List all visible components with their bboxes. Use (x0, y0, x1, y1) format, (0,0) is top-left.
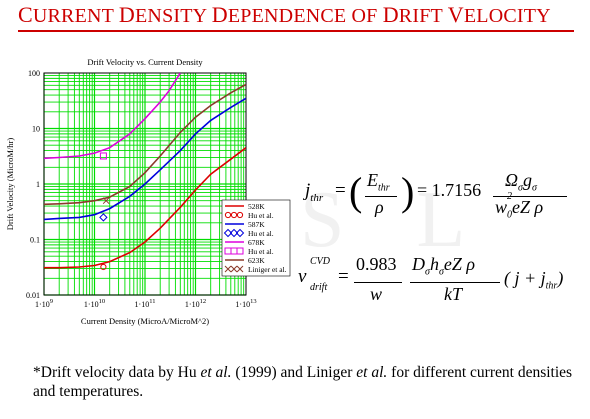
eq2-frac-bar (410, 282, 500, 283)
x-tick-label: 1·1010 (84, 298, 105, 309)
eq1-equals: = (335, 180, 346, 201)
y-tick-label: 100 (28, 69, 40, 78)
legend-label: Hu et al. (248, 229, 274, 238)
legend-marker (236, 247, 244, 255)
legend-marker (224, 211, 232, 219)
legend-label: Liniger et al. (248, 265, 287, 274)
data-point-square (99, 152, 107, 160)
eq2-frac-denominator: kT (444, 284, 462, 304)
data-point-diamond (99, 213, 108, 222)
drift-velocity-chart: Drift Velocity vs. Current Density Curren… (5, 57, 291, 326)
series-line-528K (44, 147, 246, 269)
eq1-denominator: ρ (375, 197, 384, 217)
legend-marker (229, 228, 239, 238)
legend-label: 678K (248, 238, 265, 247)
data-point-circle (100, 263, 107, 271)
footnote-etal-2: et al. (356, 364, 388, 381)
watermark: S L (300, 176, 492, 264)
legend-label: 528K (248, 202, 265, 211)
title-underline (18, 30, 574, 32)
title-part-5: VELOCITY (447, 2, 551, 27)
x-tick-label: 1·1012 (185, 298, 206, 309)
eq1-fraction-bar (365, 196, 397, 197)
y-tick-label: 0.1 (30, 236, 40, 245)
legend-marker (235, 228, 245, 238)
footnote-etal-1: et al. (200, 364, 232, 381)
eq1-left-paren: ( (349, 169, 363, 214)
footnote-text-2: (1999) and Liniger (231, 364, 357, 381)
eq2-tail: ( j + jthr) (504, 268, 564, 292)
title-part-4: DRIFT (382, 2, 448, 27)
legend-marker (236, 211, 244, 219)
data-point-cross (102, 197, 110, 205)
eq2-frac-numerator: DσhσeZ ρ (412, 254, 476, 278)
x-tick-label: 1·1013 (235, 298, 256, 309)
x-axis-label: Current Density (MicroA/MicroM^2) (81, 316, 209, 326)
legend-label: Hu et al. (248, 211, 274, 220)
eq1-frac-numerator: Ωσgσ (505, 170, 537, 194)
footnote: *Drift velocity data by Hu et al. (1999)… (33, 363, 573, 401)
slide-title: CURRENT DENSITY DEPENDENCE OF DRIFT VELO… (18, 2, 551, 28)
plot-border (43, 72, 247, 296)
title-part-1: CURRENT (18, 2, 119, 27)
legend-label: 587K (248, 220, 265, 229)
x-tick-label: 1·1011 (135, 298, 156, 309)
eq1-frac-denominator: w 2 0eZ ρ (495, 191, 544, 221)
chart-title: Drift Velocity vs. Current Density (87, 57, 203, 67)
eq2-coef-numerator: 0.983 (356, 254, 397, 274)
eq2-equals: = (338, 266, 349, 287)
series-line-587K (44, 97, 246, 221)
eq2-lhs-sub: drift (310, 282, 328, 293)
legend-marker (223, 228, 233, 238)
eq1-numerator: Ethr (367, 170, 390, 194)
eq1-coefficient: = 1.7156 (417, 180, 482, 200)
title-part-3: DEPENDENCE OF (211, 2, 383, 27)
legend-label: Hu et al. (248, 247, 274, 256)
y-axis-label: Drift Velocity (MicroM/hr) (5, 138, 15, 231)
eq1-frac-bar (493, 196, 567, 197)
title-part-2: DENSITY (118, 2, 212, 27)
eq1-lhs: jthr (305, 180, 324, 204)
eq2-lhs-sup: CVD (310, 256, 330, 267)
equation-threshold-current: jthr = ( Ethr ρ ) = 1.7156 Ωσgσ w 2 0eZ ρ (305, 168, 575, 223)
y-tick-label: 10 (32, 125, 40, 134)
footnote-text-3: for different current densities and temp… (33, 364, 573, 400)
series-line-678K (44, 73, 181, 160)
legend-marker (236, 265, 244, 273)
footnote-text-1: *Drift velocity data by Hu (33, 364, 201, 381)
equation-drift-velocity: v CVD drift = 0.983 w DσhσeZ ρ kT ( j + … (298, 252, 578, 312)
legend-marker (230, 265, 238, 273)
y-tick-label: 1 (36, 180, 40, 189)
legend-label: 623K (248, 256, 265, 265)
legend-marker (224, 265, 232, 273)
series-line-623K (44, 83, 246, 206)
eq2-coef-bar (354, 282, 402, 283)
eq2-lhs: v (298, 266, 307, 287)
y-tick-label: 0.01 (26, 291, 40, 300)
eq2-coef-denominator: w (370, 284, 383, 304)
eq1-right-paren: ) (401, 169, 415, 214)
legend-marker (230, 211, 238, 219)
x-tick-label: 1·109 (35, 298, 53, 309)
